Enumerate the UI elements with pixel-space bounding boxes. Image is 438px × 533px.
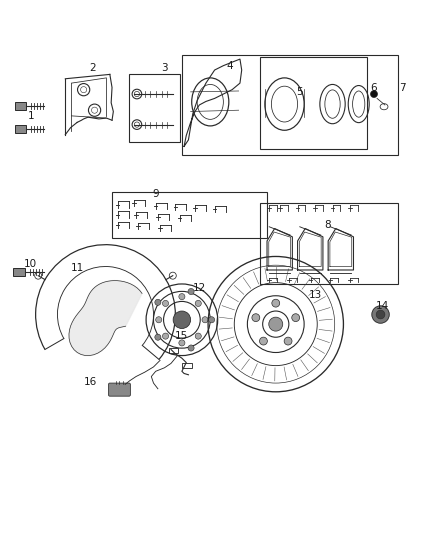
- Bar: [112, 192, 267, 238]
- Bar: [169, 348, 178, 353]
- Bar: [182, 362, 192, 368]
- Polygon shape: [14, 125, 26, 133]
- Circle shape: [371, 91, 378, 98]
- Text: 1: 1: [28, 111, 35, 121]
- Circle shape: [272, 299, 280, 307]
- Text: 6: 6: [371, 83, 377, 93]
- Circle shape: [208, 317, 215, 323]
- Circle shape: [259, 337, 267, 345]
- Circle shape: [292, 314, 300, 321]
- Text: 16: 16: [84, 377, 97, 387]
- Circle shape: [195, 333, 201, 339]
- Text: 4: 4: [226, 61, 233, 71]
- Circle shape: [162, 333, 169, 339]
- Circle shape: [202, 317, 208, 323]
- Bar: [130, 75, 180, 142]
- Circle shape: [155, 317, 162, 323]
- Circle shape: [179, 340, 185, 346]
- Circle shape: [162, 301, 169, 306]
- Circle shape: [195, 301, 201, 306]
- Text: 7: 7: [399, 83, 406, 93]
- Circle shape: [188, 345, 194, 351]
- Circle shape: [376, 310, 385, 319]
- Text: 15: 15: [175, 332, 188, 341]
- Text: 5: 5: [297, 87, 303, 97]
- Text: 14: 14: [376, 301, 389, 311]
- FancyBboxPatch shape: [109, 383, 131, 396]
- Circle shape: [155, 299, 161, 305]
- Bar: [261, 57, 367, 149]
- Text: 13: 13: [308, 290, 321, 300]
- Text: 11: 11: [71, 263, 84, 273]
- Text: 3: 3: [161, 63, 168, 73]
- Circle shape: [284, 337, 292, 345]
- Circle shape: [372, 306, 389, 323]
- Polygon shape: [69, 280, 142, 356]
- Text: 9: 9: [152, 189, 159, 199]
- Circle shape: [155, 334, 161, 340]
- Text: 8: 8: [324, 220, 331, 230]
- Polygon shape: [13, 268, 25, 276]
- Text: 10: 10: [24, 260, 37, 269]
- Circle shape: [173, 311, 191, 328]
- Circle shape: [252, 314, 260, 321]
- Text: 2: 2: [89, 63, 95, 73]
- Bar: [261, 203, 398, 284]
- Circle shape: [188, 288, 194, 295]
- Text: 12: 12: [193, 284, 206, 293]
- Polygon shape: [14, 102, 26, 110]
- Bar: [182, 55, 398, 155]
- Circle shape: [179, 294, 185, 300]
- Circle shape: [269, 317, 283, 331]
